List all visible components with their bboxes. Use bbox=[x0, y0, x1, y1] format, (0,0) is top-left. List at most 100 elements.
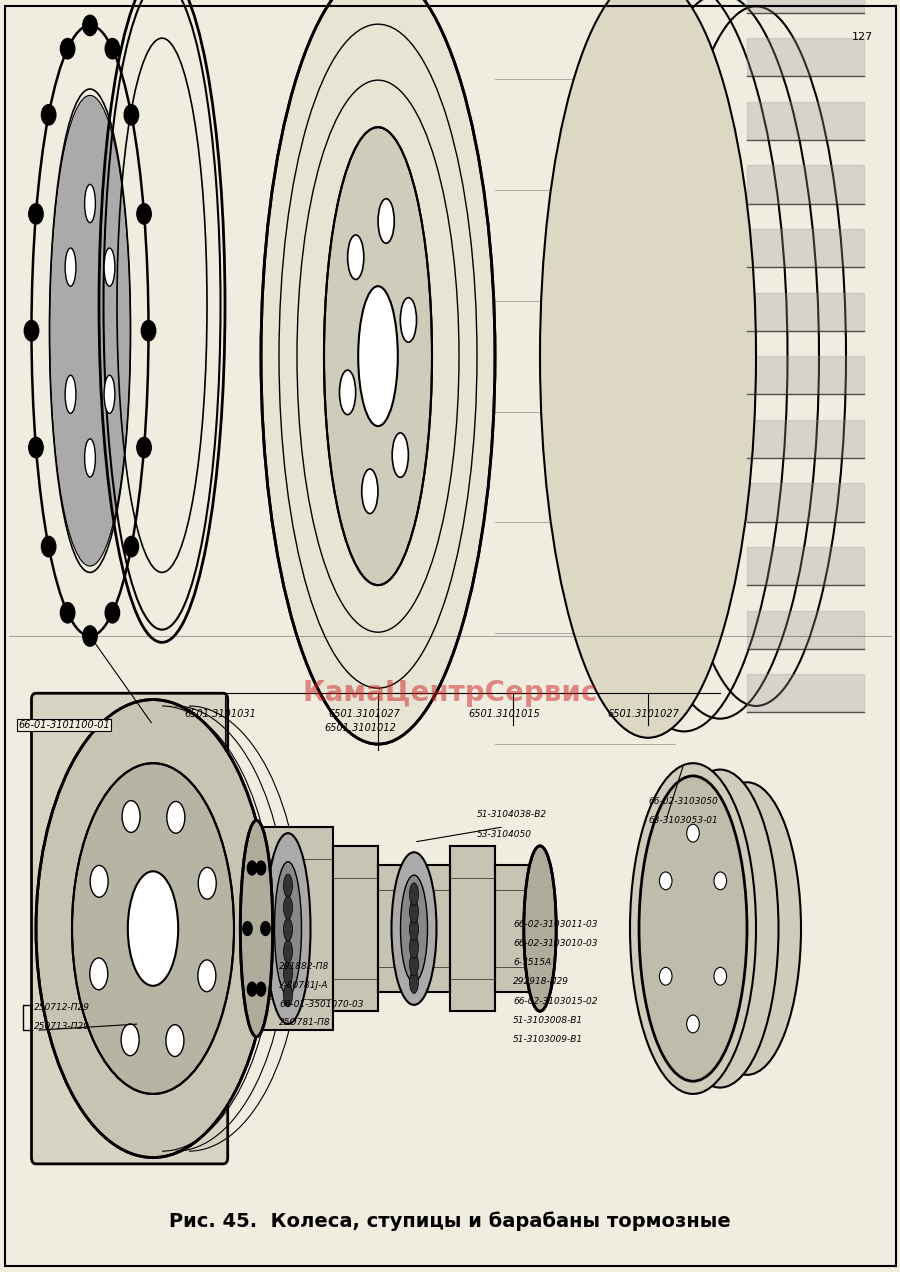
Ellipse shape bbox=[36, 700, 270, 1158]
Bar bbox=[450, 846, 495, 1011]
Text: У-80781J-А: У-80781J-А bbox=[279, 981, 328, 991]
Ellipse shape bbox=[85, 184, 95, 223]
Ellipse shape bbox=[524, 846, 556, 1011]
Circle shape bbox=[141, 321, 156, 341]
Ellipse shape bbox=[90, 865, 108, 897]
Text: 6501.3101031: 6501.3101031 bbox=[184, 709, 256, 719]
Ellipse shape bbox=[324, 127, 432, 585]
Circle shape bbox=[247, 860, 257, 875]
Bar bbox=[378, 865, 450, 992]
Ellipse shape bbox=[339, 370, 356, 415]
Ellipse shape bbox=[358, 286, 398, 426]
Ellipse shape bbox=[662, 770, 778, 1088]
Text: 51-3103009-В1: 51-3103009-В1 bbox=[513, 1034, 583, 1044]
Circle shape bbox=[687, 1015, 699, 1033]
Ellipse shape bbox=[122, 800, 140, 832]
Circle shape bbox=[60, 38, 75, 59]
Text: 6-7515А: 6-7515А bbox=[513, 958, 551, 968]
Ellipse shape bbox=[284, 874, 292, 897]
Ellipse shape bbox=[347, 235, 364, 280]
Circle shape bbox=[60, 603, 75, 623]
Text: 6501.3101012: 6501.3101012 bbox=[324, 722, 396, 733]
Circle shape bbox=[256, 860, 266, 875]
Circle shape bbox=[242, 921, 253, 936]
Ellipse shape bbox=[274, 862, 302, 995]
Circle shape bbox=[660, 967, 672, 985]
Ellipse shape bbox=[410, 901, 418, 923]
Circle shape bbox=[137, 204, 151, 224]
Circle shape bbox=[24, 321, 39, 341]
Text: 63-3103053-01: 63-3103053-01 bbox=[648, 815, 718, 826]
Text: 250713-П29: 250713-П29 bbox=[34, 1021, 90, 1032]
Ellipse shape bbox=[104, 375, 115, 413]
Circle shape bbox=[105, 38, 120, 59]
Ellipse shape bbox=[284, 895, 292, 918]
Ellipse shape bbox=[362, 469, 378, 514]
Ellipse shape bbox=[90, 958, 108, 990]
Bar bbox=[495, 865, 540, 992]
Text: 66-02-3103050: 66-02-3103050 bbox=[648, 796, 718, 806]
Circle shape bbox=[714, 968, 726, 985]
Bar bbox=[252, 827, 333, 1030]
Ellipse shape bbox=[540, 0, 756, 738]
Ellipse shape bbox=[410, 935, 418, 958]
Ellipse shape bbox=[104, 248, 115, 286]
Ellipse shape bbox=[284, 985, 292, 1007]
Circle shape bbox=[83, 15, 97, 36]
Text: 51-3104038-В2: 51-3104038-В2 bbox=[477, 809, 547, 819]
Circle shape bbox=[714, 873, 726, 890]
Text: 25О781-П8: 25О781-П8 bbox=[279, 1018, 330, 1028]
Ellipse shape bbox=[392, 852, 436, 1005]
Ellipse shape bbox=[410, 953, 418, 976]
Text: 66-02-3103010-03: 66-02-3103010-03 bbox=[513, 939, 598, 949]
Ellipse shape bbox=[65, 248, 76, 286]
Circle shape bbox=[29, 204, 43, 224]
Ellipse shape bbox=[122, 1024, 140, 1056]
Ellipse shape bbox=[261, 0, 495, 744]
Ellipse shape bbox=[85, 439, 95, 477]
Text: 250712-П29: 250712-П29 bbox=[34, 1002, 90, 1013]
Ellipse shape bbox=[128, 871, 178, 986]
Ellipse shape bbox=[410, 971, 418, 993]
Circle shape bbox=[124, 104, 139, 125]
Text: 291882-П8: 291882-П8 bbox=[279, 962, 329, 972]
Ellipse shape bbox=[693, 782, 801, 1075]
Ellipse shape bbox=[198, 960, 216, 992]
Circle shape bbox=[660, 873, 672, 890]
Text: 51-3103008-В1: 51-3103008-В1 bbox=[513, 1015, 583, 1025]
Circle shape bbox=[29, 438, 43, 458]
Text: 292918-П29: 292918-П29 bbox=[513, 977, 569, 987]
Text: 66-01-3101100-01: 66-01-3101100-01 bbox=[18, 720, 110, 730]
Circle shape bbox=[137, 438, 151, 458]
Text: 53-3104050: 53-3104050 bbox=[477, 829, 532, 840]
Ellipse shape bbox=[410, 883, 418, 906]
Text: 66-01-3501070-03: 66-01-3501070-03 bbox=[279, 1000, 364, 1010]
Text: 6501.3101015: 6501.3101015 bbox=[468, 709, 540, 719]
Circle shape bbox=[247, 982, 257, 997]
Circle shape bbox=[260, 921, 271, 936]
Ellipse shape bbox=[166, 1025, 184, 1057]
Ellipse shape bbox=[378, 198, 394, 243]
Ellipse shape bbox=[266, 833, 310, 1024]
Circle shape bbox=[41, 537, 56, 557]
Ellipse shape bbox=[240, 820, 273, 1037]
Ellipse shape bbox=[400, 298, 417, 342]
Ellipse shape bbox=[410, 918, 418, 941]
Bar bbox=[333, 846, 378, 1011]
Ellipse shape bbox=[198, 868, 216, 899]
Circle shape bbox=[687, 824, 699, 842]
Circle shape bbox=[124, 537, 139, 557]
Text: 6501.3101027: 6501.3101027 bbox=[608, 709, 680, 719]
Circle shape bbox=[105, 603, 120, 623]
Ellipse shape bbox=[166, 801, 184, 833]
Ellipse shape bbox=[639, 776, 747, 1081]
Ellipse shape bbox=[630, 763, 756, 1094]
Text: 127: 127 bbox=[851, 32, 873, 42]
Ellipse shape bbox=[72, 763, 234, 1094]
Circle shape bbox=[41, 104, 56, 125]
Circle shape bbox=[83, 626, 97, 646]
Ellipse shape bbox=[284, 962, 292, 985]
Text: Рис. 45.  Колеса, ступицы и барабаны тормозные: Рис. 45. Колеса, ступицы и барабаны торм… bbox=[169, 1211, 731, 1231]
Circle shape bbox=[256, 982, 266, 997]
Ellipse shape bbox=[284, 918, 292, 941]
